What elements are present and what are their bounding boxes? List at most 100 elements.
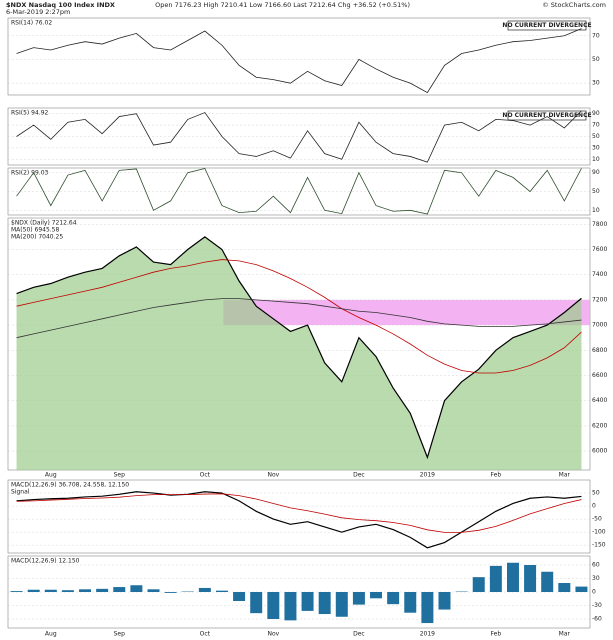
panel-label: RSI(14) 76.02 [11,20,52,27]
y-tick-label: -50 [592,516,602,523]
histogram-bar [250,592,263,614]
y-tick-label: 7200 [592,296,607,303]
histogram-bar [506,562,519,592]
histogram-bar [27,589,40,592]
y-tick-label: 60 [592,562,600,569]
x-tick-label: Dec [353,631,365,638]
y-tick-label: 30 [592,144,600,151]
histogram-bar [284,592,297,621]
y-tick-label: 50 [592,188,600,195]
histogram-bar [147,589,160,592]
histogram-bar [79,589,92,592]
histogram-bar [352,592,365,605]
resistance-band [223,299,590,326]
y-tick-label: 7000 [592,322,607,329]
histogram-bar [472,577,485,592]
x-tick-label: Sep [114,472,126,479]
histogram-bar [301,592,314,611]
x-tick-label: 2019 [420,472,435,479]
y-tick-label: 6600 [592,372,607,379]
y-tick-label: 7800 [592,221,607,228]
series-line [16,236,582,460]
series-line [16,493,582,533]
y-tick-label: 30 [592,575,600,582]
price-area [16,236,582,470]
legend-entry: Signal [11,489,30,496]
histogram-bar [489,565,502,592]
panel-frame [7,479,591,554]
y-tick-label: 30 [592,80,600,87]
panel-frame [7,17,591,96]
y-tick-label: 6200 [592,422,607,429]
indicator-line [16,28,582,94]
quote: Open 7176.23 High 7210.41 Low 7166.60 La… [155,1,410,9]
y-tick-label: -30 [592,602,602,609]
x-tick-label: Mar [559,472,571,479]
y-tick-label: 50 [592,133,600,140]
series-line [16,491,582,549]
annotation: NO CURRENT DIVERGENCE [502,112,591,119]
histogram-bar [335,592,348,617]
panel-label: MACD(12,26,9) 36.708, 24.558, 12.150 [11,482,129,489]
y-tick-label: 6000 [592,448,607,455]
x-tick-label: Oct [200,631,211,638]
y-tick-label: 10 [592,207,600,214]
y-tick-label: 70 [592,32,600,39]
x-tick-label: Mar [559,631,571,638]
x-tick-label: Feb [491,631,502,638]
histogram-bar [164,592,177,593]
histogram-bar [370,592,383,599]
histogram-bar [575,586,588,592]
source: © StockCharts.com [542,1,606,9]
histogram-bar [198,587,211,592]
annotation-box [507,20,587,31]
legend-entry: MA(50) 6945.58 [11,227,59,234]
histogram-bar [96,588,109,592]
y-tick-label: -60 [592,616,602,623]
histogram-bar [524,565,537,592]
x-tick-label: Oct [200,472,211,479]
histogram-bar [130,585,143,592]
x-tick-label: Aug [45,472,57,479]
histogram-bar [233,592,246,601]
x-tick-label: Feb [491,472,502,479]
x-tick-label: Aug [45,631,57,638]
y-tick-label: -100 [592,529,606,536]
histogram-bar [558,583,571,592]
histogram-bar [61,590,74,592]
y-tick-label: 0 [592,503,596,510]
legend-entry: MA(200) 7040.25 [11,234,63,241]
panel-label: MACD(12,26,9) 12.150 [11,558,80,565]
y-tick-label: 6400 [592,397,607,404]
y-tick-label: 0 [592,589,596,596]
y-tick-label: 10 [592,156,600,163]
x-tick-label: Nov [267,631,279,638]
series-line [16,259,582,374]
histogram-bar [10,591,23,592]
symbol: $NDX Nasdaq 100 Index INDX [6,1,115,9]
series-line [16,298,582,339]
indicator-line [16,168,582,215]
annotation-box [507,110,587,121]
histogram-bar [404,592,417,613]
y-tick-label: 90 [592,169,600,176]
y-tick-label: 50 [592,56,600,63]
histogram-bar [44,589,57,592]
panel-label: $NDX (Daily) 7212.64 [11,220,77,227]
indicator-line [16,110,582,163]
histogram-bar [113,587,126,592]
panel-label: RSI(5) 94.92 [11,110,49,117]
y-tick-label: 7400 [592,271,607,278]
panel-label: RSI(2) 99.03 [11,170,49,177]
y-tick-label: 50 [592,490,600,497]
x-tick-label: 2019 [420,631,435,638]
histogram-bar [421,592,434,624]
histogram-bar [438,592,451,610]
annotation: NO CURRENT DIVERGENCE [502,22,591,29]
histogram-bar [318,592,331,615]
y-tick-label: 90 [592,110,600,117]
histogram-bar [267,592,280,619]
y-tick-label: 70 [592,122,600,129]
y-tick-label: 6800 [592,347,607,354]
